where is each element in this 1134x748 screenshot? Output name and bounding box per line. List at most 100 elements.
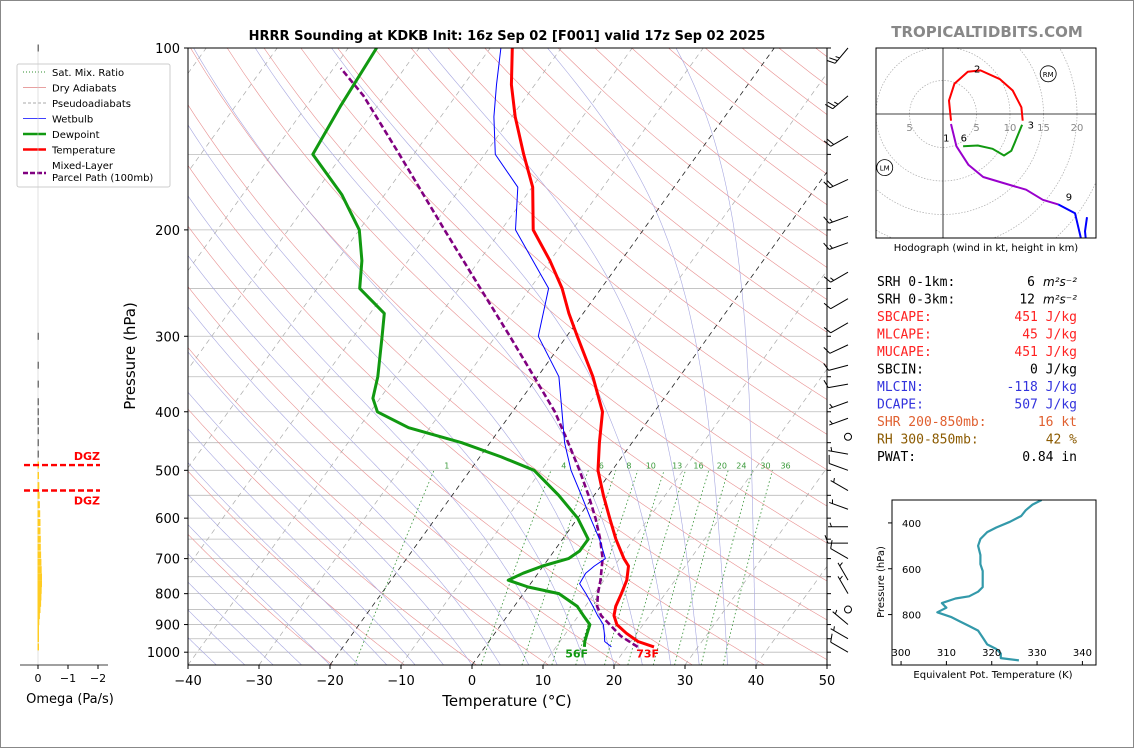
wind-barb xyxy=(823,298,849,310)
theta-e-x-tick-label: 330 xyxy=(1028,648,1047,659)
index-row: MLCAPE: 45 J/kg xyxy=(877,328,1077,343)
omega-bar xyxy=(37,527,41,535)
series-temperature xyxy=(509,48,655,649)
isotherm-line xyxy=(188,48,562,567)
skewt-background-lines: 1 4 6 8 10 13 16 20 24 30 36 xyxy=(188,48,1134,665)
barb-flag xyxy=(830,633,833,643)
index-value: 16 kt xyxy=(1038,415,1077,430)
barb-half-flag xyxy=(833,477,835,483)
legend-label-line: Dry Adiabats xyxy=(52,84,116,95)
barb-flag xyxy=(823,140,831,147)
legend-label-line: Temperature xyxy=(51,146,115,157)
skewt-plot-frame xyxy=(187,47,828,666)
dry-adiabat xyxy=(521,48,827,300)
barb-flag xyxy=(823,302,831,310)
wind-barb xyxy=(830,626,849,640)
moist-adiabat xyxy=(675,48,757,665)
x-tick-label: −10 xyxy=(387,674,414,689)
chart-title: HRRR Sounding at KDKB Init: 16z Sep 02 [… xyxy=(249,29,766,44)
calm-circle xyxy=(844,432,852,441)
dry-adiabat xyxy=(188,164,765,665)
barb-flag xyxy=(823,327,831,334)
dry-adiabat xyxy=(815,48,827,58)
legend-label: Mixed-Layer Parcel Path (100mb) xyxy=(52,161,153,184)
barb-half-flag xyxy=(834,609,838,615)
barb-half-flag xyxy=(835,56,840,59)
theta-e-axes: 300 310 320 330 340 400 600 800 xyxy=(888,519,1092,665)
dry-adiabat xyxy=(190,48,827,621)
barb-flag xyxy=(824,534,829,544)
barb-staff xyxy=(830,641,849,653)
index-value: 507 J/kg xyxy=(1014,398,1077,413)
barb-half-flag xyxy=(829,403,833,408)
hodograph-height-label: 3 xyxy=(1028,121,1034,132)
index-label: PWAT: xyxy=(877,450,916,465)
dgz-label: DGZ xyxy=(74,495,100,508)
index-row: DCAPE: 507 J/kg xyxy=(877,398,1077,413)
barb-flag xyxy=(826,138,835,145)
isotherm-line xyxy=(258,48,704,665)
y-tick-label: 800 xyxy=(155,588,180,603)
moist-adiabat xyxy=(188,553,302,665)
omega-bar xyxy=(37,580,42,588)
omega-bar xyxy=(37,629,39,637)
x-tick-label: 10 xyxy=(535,674,552,689)
x-tick-label: 30 xyxy=(677,674,694,689)
dry-adiabat xyxy=(1110,48,1134,665)
barb-staff xyxy=(829,463,849,471)
series-dewpoint xyxy=(311,48,592,648)
omega-bar xyxy=(37,599,42,607)
hodograph-segment xyxy=(950,123,1059,206)
legend-label: Sat. Mix. Ratio xyxy=(52,68,124,79)
theta-e-y-axis-label: Pressure (hPa) xyxy=(876,546,887,618)
dry-adiabat xyxy=(188,533,333,665)
theta-e-y-tick-label: 600 xyxy=(902,565,921,576)
index-label: DCAPE: xyxy=(877,398,924,413)
mixing-ratio-label: 4 xyxy=(561,461,566,470)
hodograph-height-label: 1 xyxy=(943,133,949,144)
barb-flag xyxy=(823,276,831,283)
hodograph-ring-label: 5 xyxy=(906,123,912,134)
skewt-x-axis-label: Temperature (°C) xyxy=(441,692,571,710)
moist-adiabat xyxy=(193,48,615,665)
wind-barb xyxy=(828,446,849,455)
barb-staff xyxy=(828,383,849,389)
skewt-y-axis-label: Pressure (hPa) xyxy=(121,302,139,410)
wind-barb xyxy=(823,379,849,389)
y-tick-label: 200 xyxy=(155,224,180,239)
dry-adiabat xyxy=(226,48,827,582)
mixing-ratio-line xyxy=(674,470,729,665)
barb-staff xyxy=(829,344,849,354)
y-tick-label: 900 xyxy=(155,619,180,634)
x-tick-label: −30 xyxy=(245,674,272,689)
index-value: 45 J/kg xyxy=(1022,328,1077,343)
moist-adiabat xyxy=(547,48,728,665)
mixing-ratio-label: 36 xyxy=(780,461,790,470)
barb-half-flag xyxy=(833,626,835,631)
surface-annotation: 56F xyxy=(565,647,588,660)
legend-box xyxy=(16,63,171,188)
theta-e-trace xyxy=(936,500,1043,662)
index-label: SRH 0-3km: xyxy=(877,293,955,308)
index-row: RH 300-850mb: 42 % xyxy=(877,433,1077,448)
skewt-axes: −40 −30 −20 −10 0 10 20 30 40 50 100 200 300 400 500 60… xyxy=(147,42,835,689)
wind-barb xyxy=(828,454,849,471)
barb-flag xyxy=(827,101,836,107)
index-row: SBCAPE: 451 J/kg xyxy=(877,310,1077,325)
storm-motion-marker xyxy=(876,159,894,177)
hodograph-rings: 5 5 10 15 20 xyxy=(876,48,1096,238)
omega-bar xyxy=(37,635,39,643)
omega-axis-label: Omega (Pa/s) xyxy=(26,692,114,707)
y-tick-label: 100 xyxy=(155,42,180,57)
omega-bar xyxy=(37,398,39,406)
omega-bar xyxy=(37,566,42,574)
isotherm-line xyxy=(329,48,775,665)
legend-label-line: Parcel Path (100mb) xyxy=(52,173,153,184)
hodograph-ring-label: 10 xyxy=(1004,123,1017,134)
isotherm-line xyxy=(188,48,491,469)
theta-e-frame xyxy=(891,499,1097,666)
dry-adiabat xyxy=(188,408,477,665)
wind-barb xyxy=(829,417,849,426)
moist-adiabat xyxy=(188,581,274,665)
